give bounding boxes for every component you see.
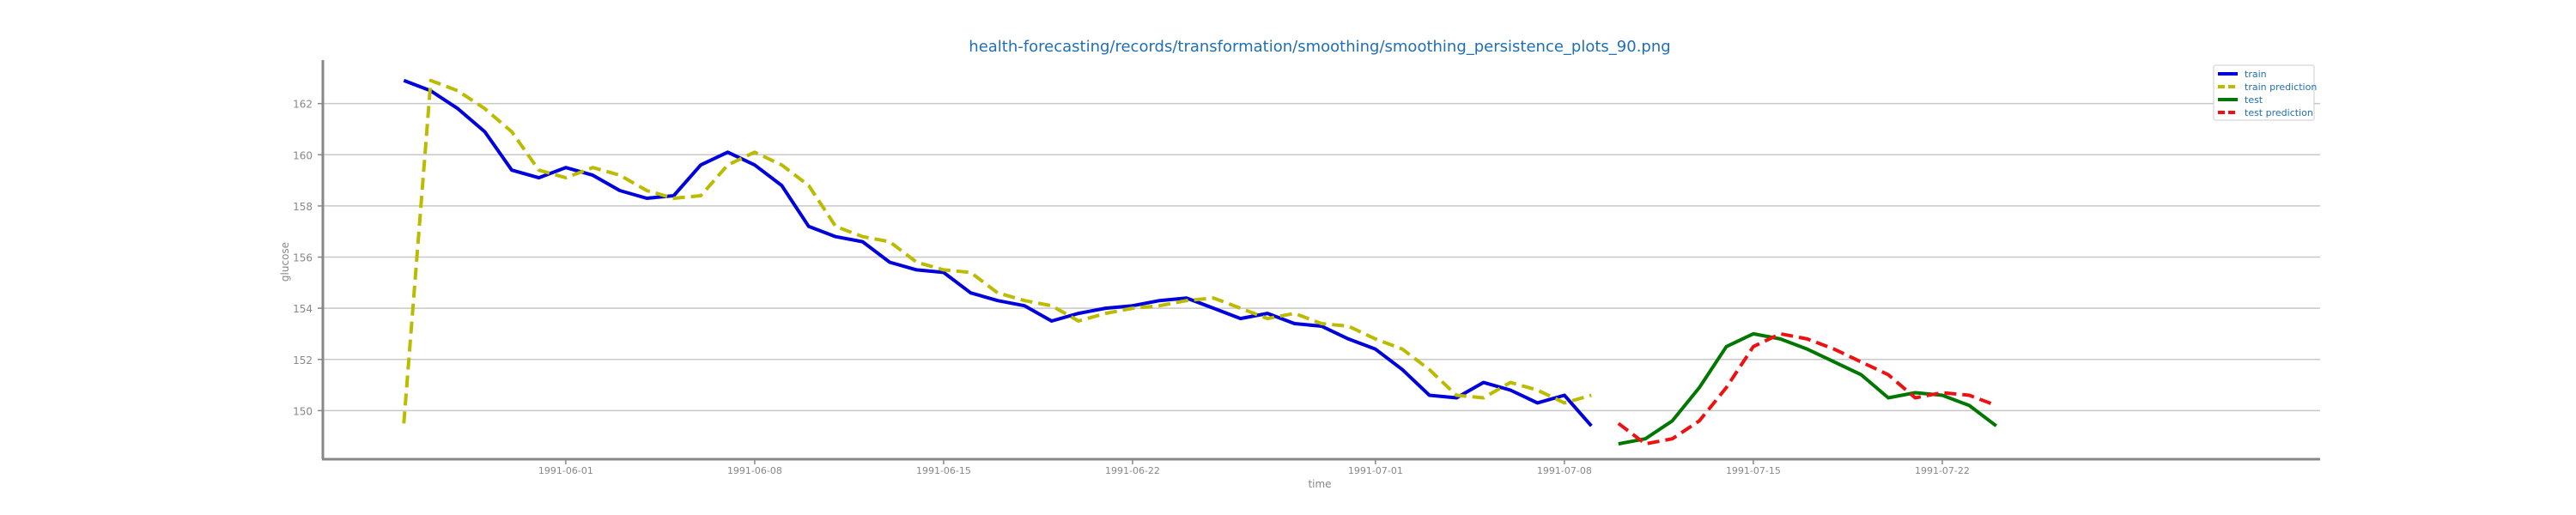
x-tick-label: 1991-06-01 [538, 465, 593, 476]
series [402, 78, 1998, 446]
y-tick-label: 156 [293, 252, 313, 264]
y-tick-label: 158 [293, 201, 313, 213]
series-train [403, 78, 1593, 427]
legend-label: test [2245, 94, 2263, 106]
series-train-prediction [402, 78, 1592, 424]
x-tick-label: 1991-06-22 [1105, 465, 1160, 476]
legend-label: test prediction [2245, 107, 2313, 118]
series-test-prediction [1617, 331, 1997, 446]
x-axis-label: time [1308, 478, 1331, 490]
y-tick-label: 162 [293, 99, 313, 111]
x-tick-label: 1991-07-15 [1726, 465, 1781, 476]
y-ticks: 150 152 154 156 158 160 162 [293, 99, 323, 417]
x-tick-label: 1991-07-22 [1915, 465, 1970, 476]
y-tick-label: 150 [293, 405, 313, 417]
chart-title: health-forecasting/records/transformatio… [969, 38, 1670, 56]
grid-lines [323, 102, 2320, 412]
y-tick-label: 160 [293, 149, 313, 161]
legend-box [2213, 64, 2315, 121]
x-tick-label: 1991-06-08 [727, 465, 782, 476]
y-tick-label: 154 [293, 303, 313, 315]
axes [321, 60, 2320, 461]
x-ticks: 1991-06-01 1991-06-08 1991-06-15 1991-06-22… [538, 459, 1970, 476]
legend-label: train [2245, 69, 2267, 80]
series-test [1618, 331, 1998, 446]
y-axis-label: glucose [279, 242, 291, 282]
x-tick-label: 1991-06-15 [916, 465, 971, 476]
x-tick-label: 1991-07-08 [1537, 465, 1592, 476]
legend-label: train prediction [2245, 82, 2317, 93]
x-tick-label: 1991-07-01 [1348, 465, 1403, 476]
y-tick-label: 152 [293, 354, 313, 367]
